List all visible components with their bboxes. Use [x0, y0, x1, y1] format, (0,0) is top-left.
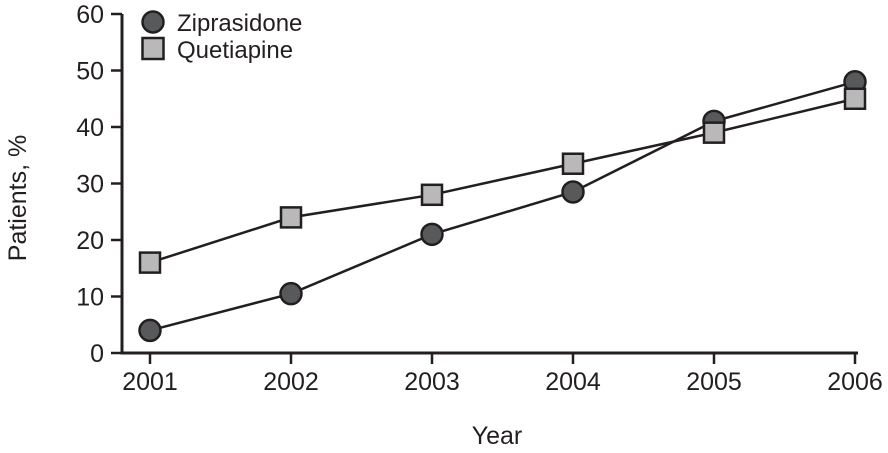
series-layer [138, 70, 867, 343]
y-tick-label: 40 [76, 114, 104, 142]
y-tick-label: 60 [76, 1, 104, 29]
y-tick-label: 50 [76, 58, 104, 86]
x-tick-label: 2004 [545, 368, 601, 396]
y-tick-label: 20 [76, 227, 104, 255]
y-tick-label: 10 [76, 284, 104, 312]
legend-label-quetiapine: Quetiapine [177, 37, 293, 64]
data-point-quetiapine [420, 183, 444, 207]
legend-marker-layer [141, 10, 165, 61]
y-axis-title: Patients, % [4, 135, 32, 261]
legend-marker-ziprasidone [141, 10, 165, 34]
x-tick-label: 2005 [686, 368, 742, 396]
data-point-ziprasidone [420, 222, 444, 247]
data-point-ziprasidone [279, 281, 303, 306]
x-axis-title: Year [472, 422, 523, 450]
data-point-quetiapine [561, 152, 585, 175]
data-point-quetiapine [279, 206, 303, 229]
x-tick-label: 2001 [122, 368, 178, 396]
data-point-ziprasidone [138, 318, 162, 343]
series-line-quetiapine [149, 97, 856, 264]
series-line-ziprasidone [149, 80, 856, 332]
y-tick-label: 0 [90, 340, 104, 368]
x-tick-label: 2003 [404, 368, 460, 396]
y-tick-label: 30 [76, 171, 104, 199]
x-tick-label: 2002 [263, 368, 319, 396]
legend-label-ziprasidone: Ziprasidone [177, 10, 302, 37]
axes-layer: 0 10 20 30 40 50 60 2001 2002 2003 2004 2005 2006 [76, 1, 883, 396]
legend-marker-quetiapine [141, 36, 165, 61]
data-point-ziprasidone [561, 180, 585, 204]
data-point-quetiapine [702, 121, 726, 144]
x-tick-label: 2006 [827, 368, 883, 396]
axis-lines [120, 14, 858, 355]
data-point-quetiapine [843, 87, 867, 110]
data-point-quetiapine [138, 251, 162, 274]
